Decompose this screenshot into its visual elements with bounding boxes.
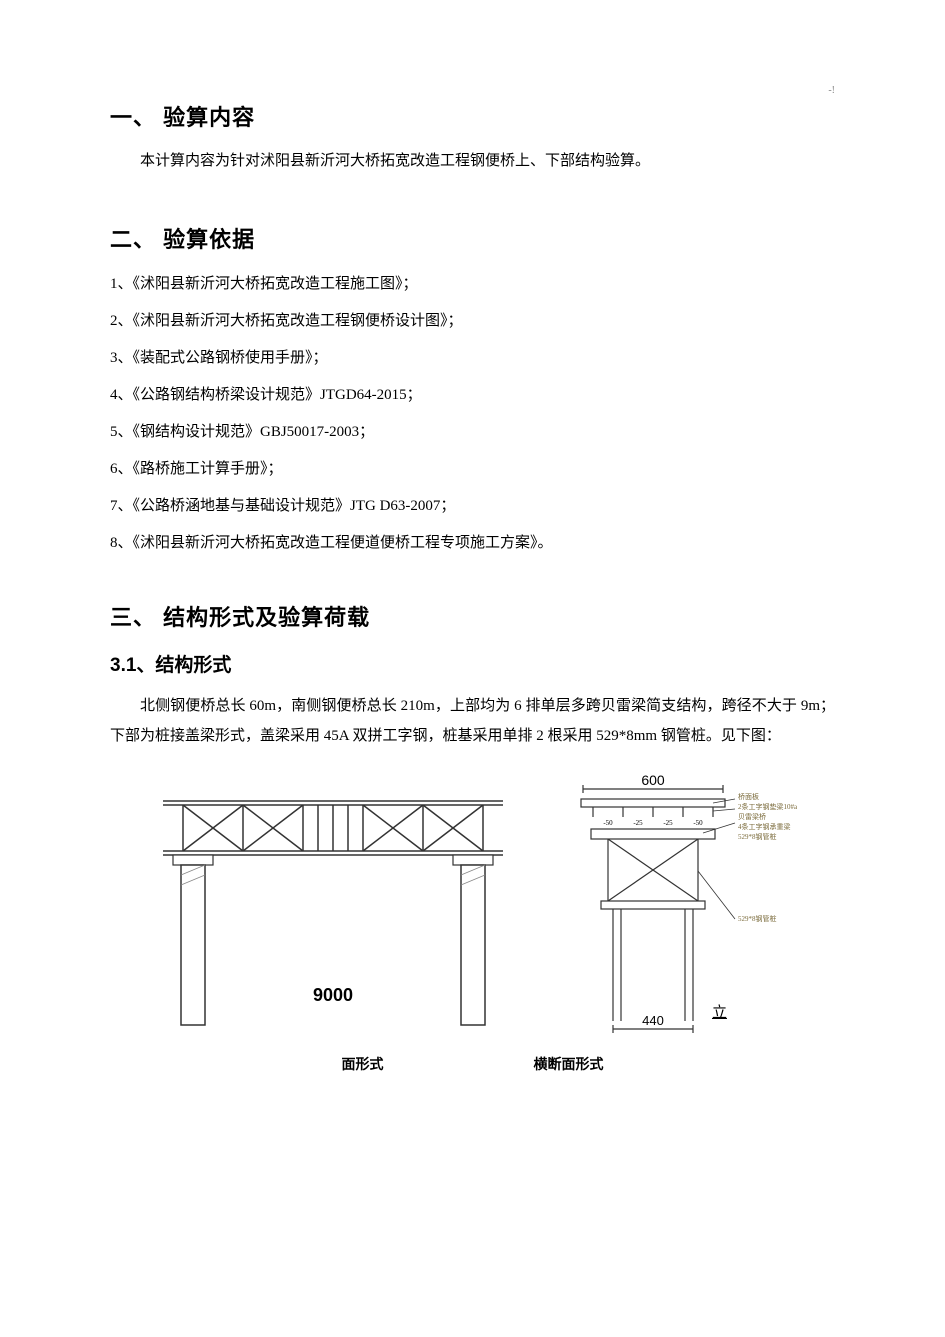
caption-row: 面形式 横断面形式 — [110, 1054, 835, 1074]
reference-item: 8、《沭阳县新沂河大桥拓宽改造工程便道便桥工程专项施工方案》。 — [110, 527, 835, 560]
tick-label: -25 — [633, 819, 643, 827]
tick-label: -50 — [693, 819, 703, 827]
cross-bottom-dim: 440 — [642, 1013, 664, 1028]
section3-heading: 三、 结构形式及验算荷载 — [110, 600, 835, 632]
annotation-line: 529*8钢管桩 — [738, 832, 777, 841]
section3-sub1-heading: 3.1、结构形式 — [110, 650, 835, 677]
elevation-svg: 9000 — [143, 771, 523, 1041]
section1-body: 本计算内容为针对沭阳县新沂河大桥拓宽改造工程钢便桥上、下部结构验算。 — [110, 146, 835, 176]
cross-section-svg: 600 -50 -25 -25 -50 — [553, 771, 803, 1041]
reference-item: 1、《沭阳县新沂河大桥拓宽改造工程施工图》； — [110, 268, 835, 301]
reference-item: 5、《钢结构设计规范》GBJ50017-2003； — [110, 416, 835, 449]
reference-item: 3、《装配式公路钢桥使用手册》； — [110, 342, 835, 375]
figures-container: 9000 600 -50 -25 -25 -50 — [110, 771, 835, 1046]
reference-item: 4、《公路钢结构桥梁设计规范》JTGD64-2015； — [110, 379, 835, 412]
section1-heading: 一、 验算内容 — [110, 100, 835, 132]
annotation-line: 4条工字钢承重梁 — [738, 822, 791, 831]
annotation-line: 贝雷梁桥 — [738, 812, 766, 821]
page-marker: -! — [828, 85, 835, 96]
reference-item: 2、《沭阳县新沂河大桥拓宽改造工程钢便桥设计图》； — [110, 305, 835, 338]
annotation-line: 桥面板 — [738, 792, 759, 801]
caption-elevation: 面形式 — [342, 1054, 384, 1074]
annotation-line: 2条工字钢垫梁10#a — [738, 802, 798, 811]
caption-cross-section: 横断面形式 — [534, 1054, 604, 1074]
tick-label: -25 — [663, 819, 673, 827]
elevation-span-label: 9000 — [312, 985, 352, 1005]
tick-label: -50 — [603, 819, 613, 827]
annotation-bracing: 529*8钢管桩 — [738, 914, 777, 923]
trailing-char: 立 — [712, 1001, 727, 1022]
section3-sub1-body: 北侧钢便桥总长 60m，南侧钢便桥总长 210m，上部均为 6 排单层多跨贝雷梁… — [110, 691, 835, 751]
reference-item: 7、《公路桥涵地基与基础设计规范》JTG D63-2007； — [110, 490, 835, 523]
section2-heading: 二、 验算依据 — [110, 222, 835, 254]
elevation-figure: 9000 — [143, 771, 523, 1046]
cross-top-dim: 600 — [641, 772, 665, 788]
cross-section-figure: 600 -50 -25 -25 -50 — [553, 771, 803, 1046]
reference-item: 6、《路桥施工计算手册》； — [110, 453, 835, 486]
